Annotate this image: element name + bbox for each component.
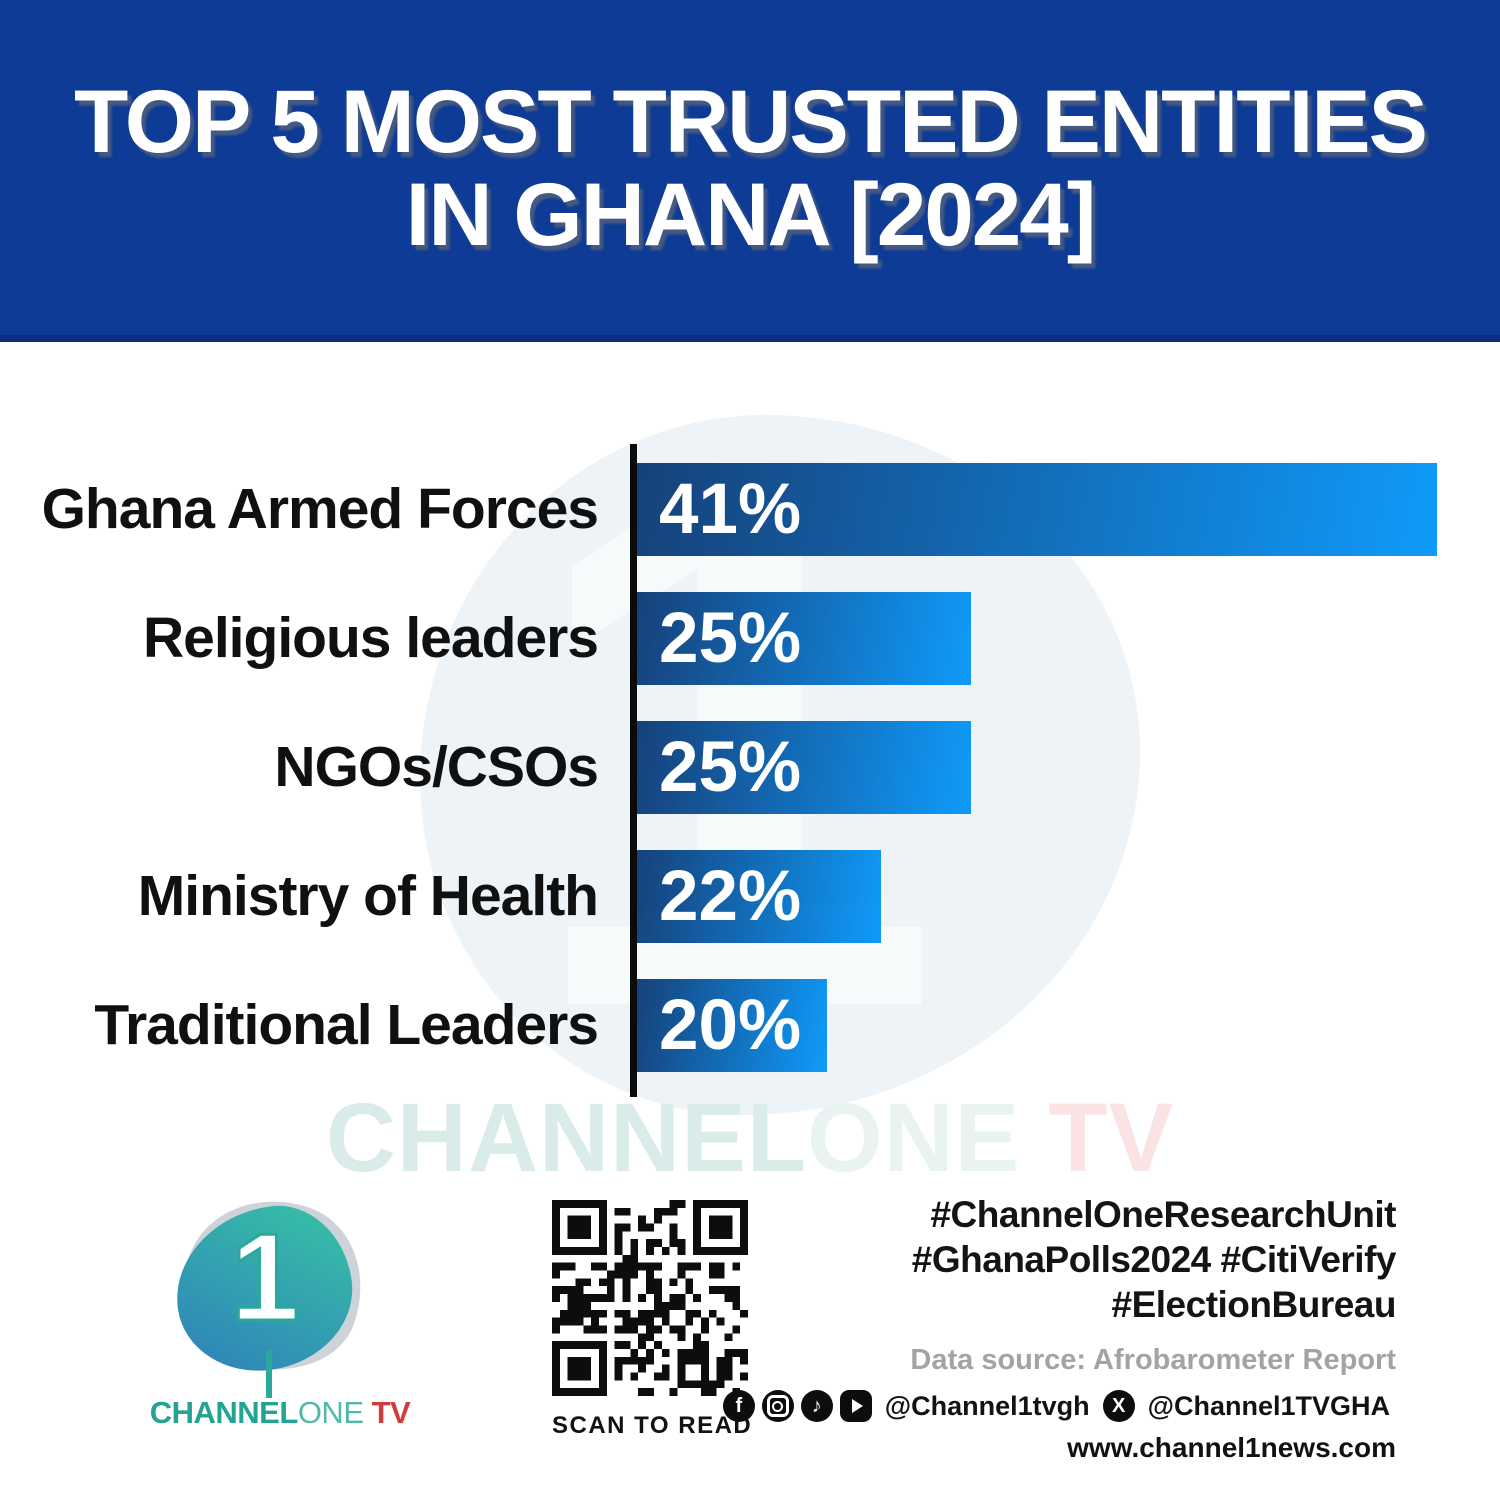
channel-one-logo: 1 CHANNELONE TV — [150, 1174, 411, 1433]
chart-axis-line — [630, 444, 637, 1097]
bar: 25% — [637, 592, 971, 685]
value-label: 22% — [659, 857, 802, 936]
instagram-lens — [772, 1400, 784, 1412]
logo-wordmark: CHANNELONE TV — [130, 1395, 430, 1431]
category-label: Ghana Armed Forces — [41, 477, 599, 541]
hashtag-line: #GhanaPolls2024 #CitiVerify — [911, 1239, 1397, 1280]
social-handle-primary: @Channel1tvgh — [884, 1390, 1090, 1421]
x-twitter-icon: X — [1102, 1390, 1135, 1422]
instagram-ring — [766, 1395, 789, 1417]
instagram-icon — [761, 1390, 794, 1422]
bar-row: Traditional Leaders 20% — [0, 979, 1500, 1072]
bar: 41% — [637, 463, 1437, 556]
watermark-one: ONE — [807, 1083, 1021, 1192]
logo-numeral: 1 — [229, 1209, 301, 1347]
website-url: www.channel1news.com — [1067, 1432, 1396, 1463]
header-banner: TOP 5 MOST TRUSTED ENTITIES IN GHANA [20… — [0, 0, 1500, 342]
watermark-tv: TV — [1020, 1083, 1175, 1192]
bar-row: Ghana Armed Forces 41% — [0, 463, 1500, 556]
logo-numeral-tail — [266, 1350, 272, 1398]
value-label: 25% — [659, 728, 802, 807]
bar: 22% — [637, 850, 881, 943]
bar: 25% — [637, 721, 971, 814]
hashtag-line: #ElectionBureau — [1111, 1284, 1397, 1325]
data-source: Data source: Afrobarometer Report — [910, 1344, 1396, 1376]
category-label: NGOs/CSOs — [274, 735, 599, 799]
social-handle-x: @Channel1TVGHA — [1147, 1390, 1390, 1421]
category-label: Traditional Leaders — [94, 993, 599, 1057]
qr-block: SCAN TO READ — [552, 1200, 753, 1440]
tiktok-icon: ♪ — [800, 1390, 833, 1422]
bar: 20% — [637, 979, 827, 1072]
hashtag-line: #ChannelOneResearchUnit — [930, 1194, 1396, 1235]
qr-caption: SCAN TO READ — [552, 1412, 753, 1439]
footer-right-column: #ChannelOneResearchUnit #GhanaPolls2024 … — [722, 1192, 1397, 1464]
bar-row: Religious leaders 25% — [0, 592, 1500, 685]
qr-code — [552, 1200, 748, 1396]
brand-channel: CHANNEL — [149, 1395, 299, 1430]
category-label: Ministry of Health — [137, 864, 599, 928]
watermark-channel: CHANNEL — [325, 1083, 808, 1192]
page-title-line1: TOP 5 MOST TRUSTED ENTITIES — [73, 70, 1428, 171]
brand-one: ONE — [297, 1395, 364, 1430]
bar-row: Ministry of Health 22% — [0, 850, 1500, 943]
facebook-icon: f — [722, 1390, 755, 1422]
page-title-line2: IN GHANA [2024] — [405, 163, 1097, 264]
bar-row: NGOs/CSOs 25% — [0, 721, 1500, 814]
social-row: f ♪ @Channel1tvgh X @Channel1TVGHA — [722, 1390, 1396, 1422]
value-label: 41% — [659, 470, 802, 549]
category-label: Religious leaders — [142, 606, 599, 670]
youtube-play-triangle — [851, 1399, 863, 1413]
value-label: 25% — [659, 599, 802, 678]
youtube-icon — [839, 1390, 872, 1422]
channel-watermark-text: CHANNELONE TV — [0, 1082, 1500, 1194]
value-label: 20% — [659, 986, 802, 1065]
brand-tv: TV — [363, 1395, 411, 1430]
